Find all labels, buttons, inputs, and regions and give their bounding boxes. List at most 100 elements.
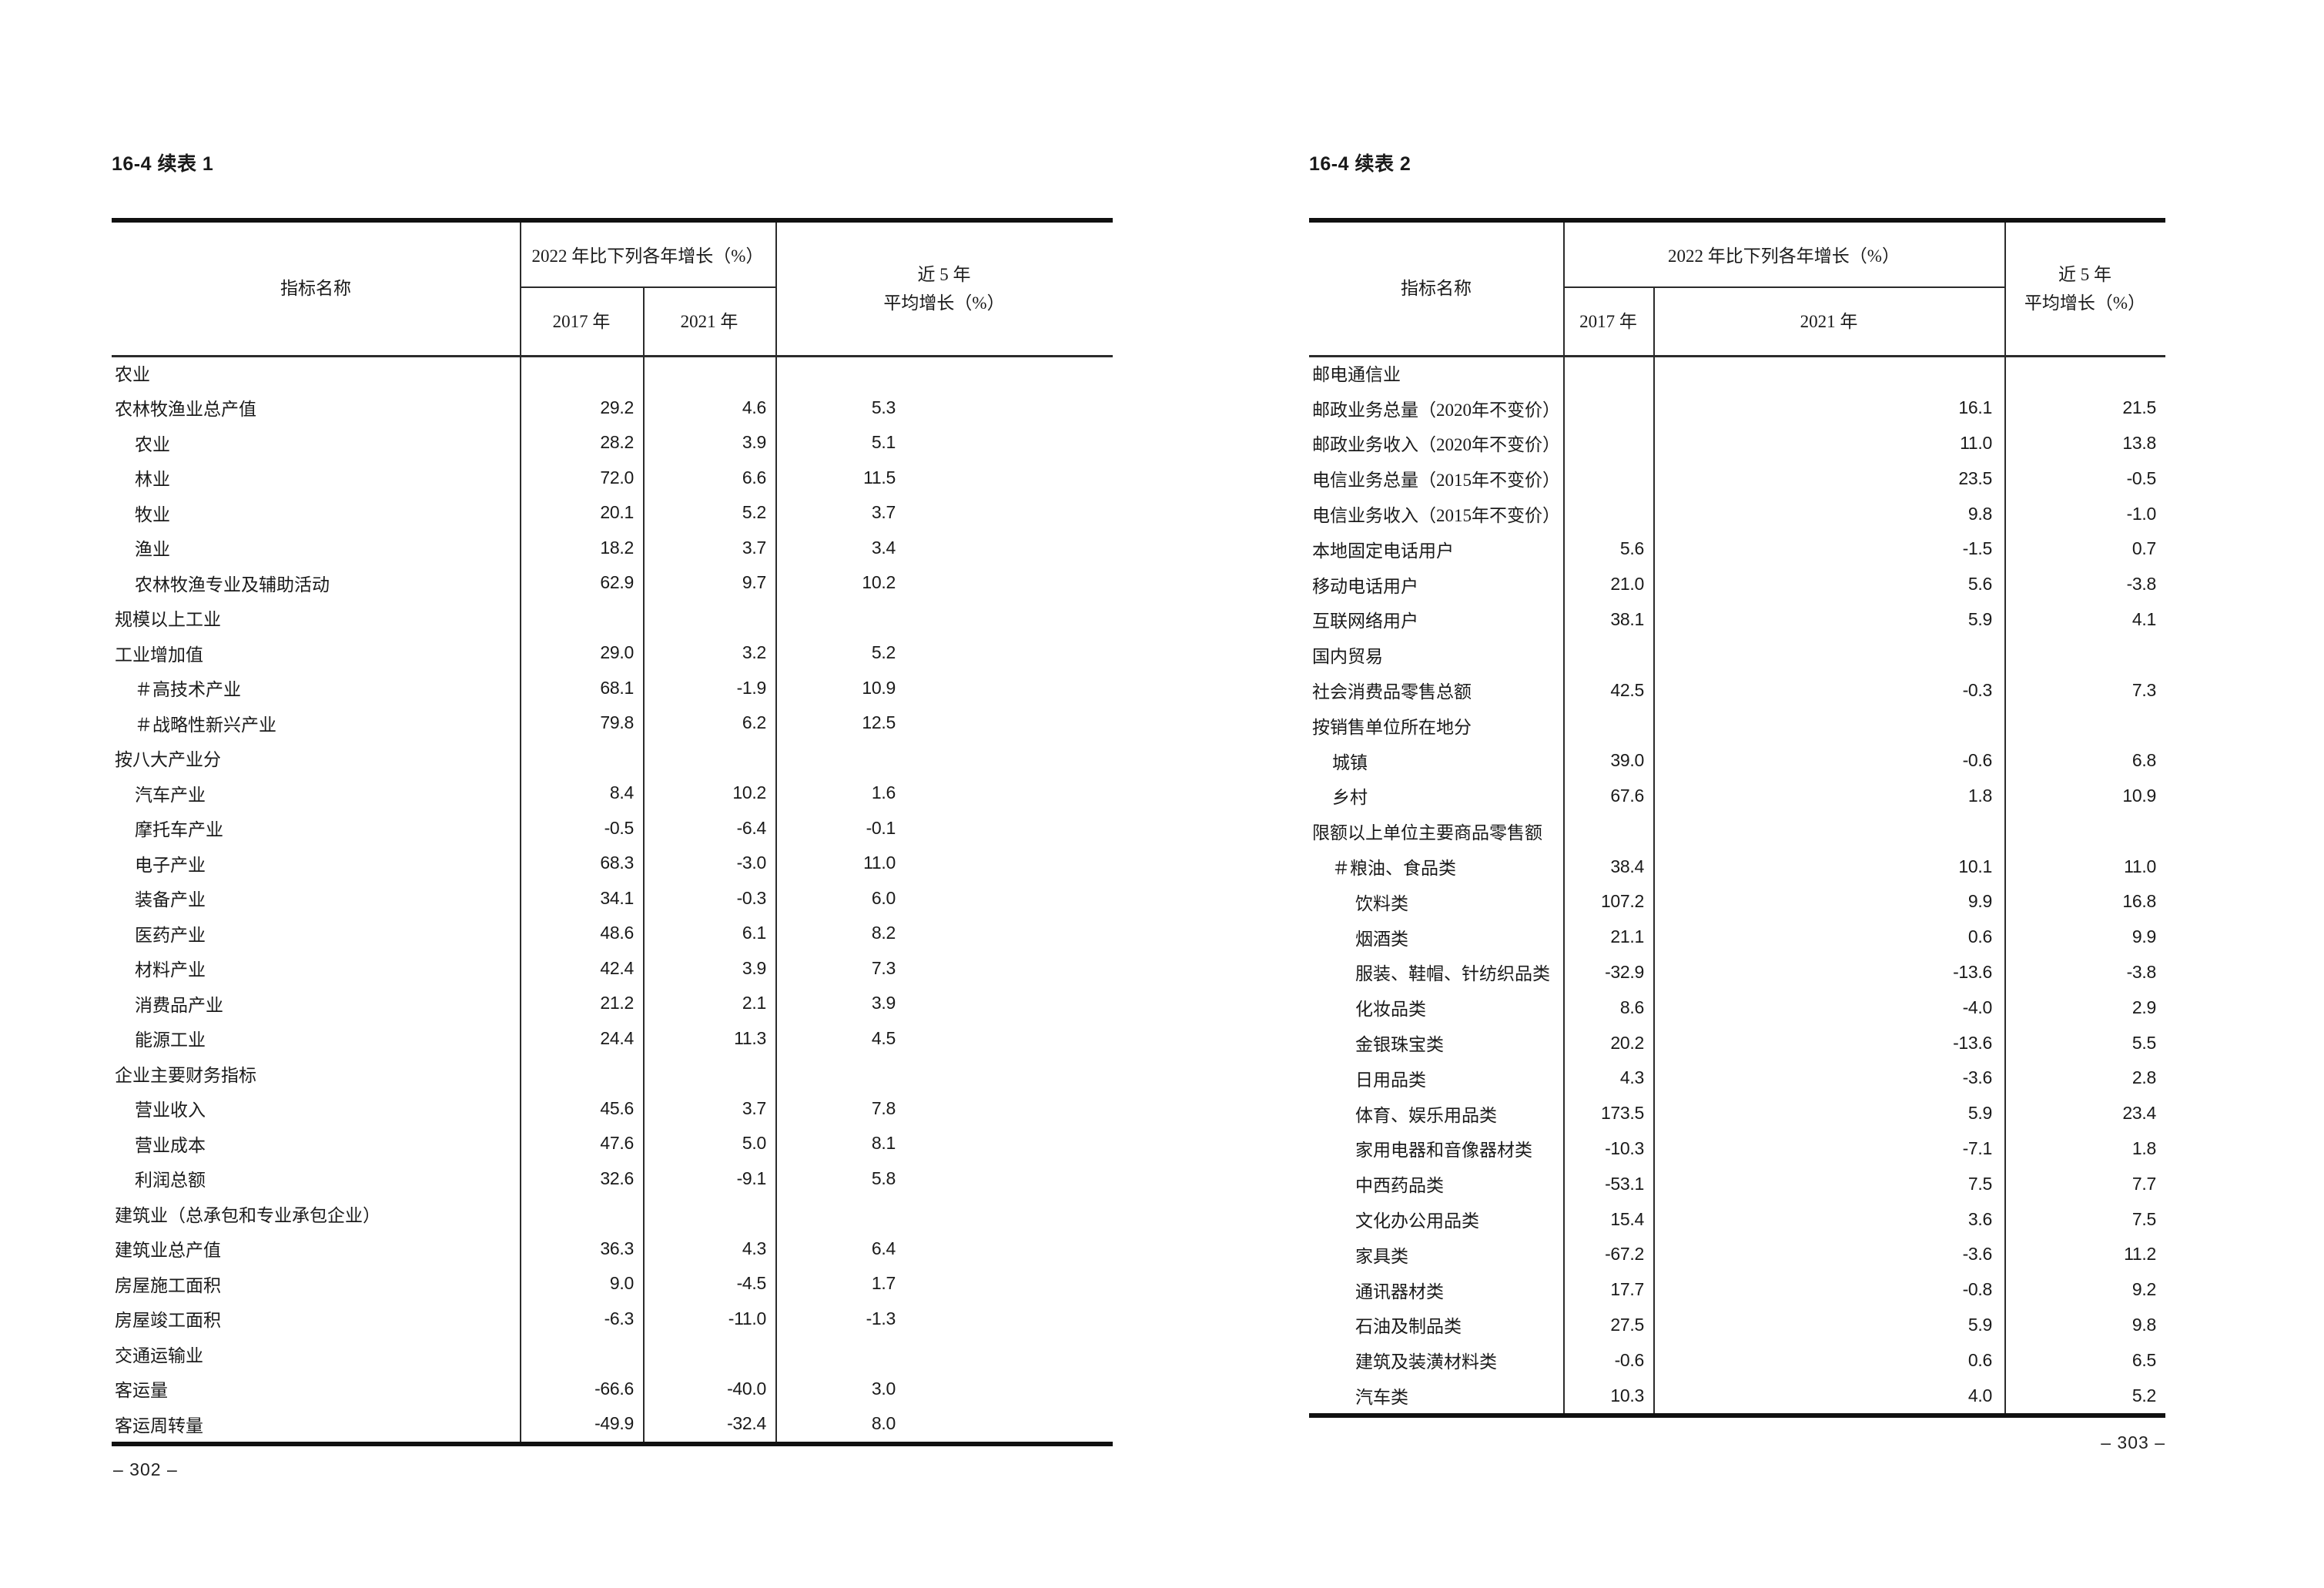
- value-2021: -3.6: [1962, 1067, 1993, 1088]
- value-avg5: [775, 1336, 1113, 1372]
- value-2017: 38.4: [1610, 856, 1644, 876]
- value-2021: 3.7: [742, 537, 766, 558]
- row-label: 农林牧渔专业及辅助活动: [135, 575, 330, 595]
- row-label: 乡村: [1332, 788, 1368, 808]
- table-row: 日用品类 4.3 -3.6 2.8: [1309, 1060, 2165, 1096]
- value-2021: 3.9: [742, 957, 766, 978]
- value-avg5: [775, 741, 1113, 776]
- value-2021: 16.1: [1958, 397, 1992, 418]
- value-2021: [643, 1056, 775, 1091]
- row-label: 服装、鞋帽、针纺织品类: [1355, 964, 1550, 984]
- value-2017: [1563, 355, 1653, 390]
- row-label: 石油及制品类: [1355, 1317, 1462, 1337]
- right-table-body: 邮电通信业 邮政业务总量（2020年不变价） 16.1 21.5 邮政业务收入（2020…: [1309, 355, 2165, 1413]
- value-2017: 21.0: [1610, 574, 1644, 595]
- value-2021: -7.1: [1962, 1137, 1993, 1158]
- value-2017: 20.2: [1610, 1032, 1644, 1053]
- table-row: 烟酒类 21.1 0.6 9.9: [1309, 920, 2165, 955]
- value-avg5: 3.9: [871, 993, 896, 1013]
- row-label: 烟酒类: [1355, 929, 1408, 949]
- value-2017: 32.6: [600, 1168, 634, 1188]
- value-2021: 9.7: [742, 572, 766, 593]
- value-2021: -3.6: [1962, 1244, 1993, 1265]
- left-table-name-divider: [520, 223, 521, 1442]
- left-header-avg5: 近 5 年 平均增长（%）: [775, 223, 1113, 355]
- left-header-growth-group: 2022 年比下列各年增长（%）: [531, 246, 764, 266]
- value-2021: -3.0: [736, 853, 767, 873]
- value-2017: [520, 1056, 643, 1091]
- value-2017: [1563, 390, 1653, 426]
- value-avg5: 5.2: [871, 642, 896, 663]
- table-row: 文化办公用品类 15.4 3.6 7.5: [1309, 1201, 2165, 1237]
- value-2021: 5.6: [1967, 574, 1992, 595]
- value-2017: 27.5: [1610, 1314, 1644, 1335]
- value-2017: -10.3: [1605, 1137, 1644, 1158]
- table-row: 房屋竣工面积 -6.3 -11.0 -1.3: [112, 1302, 1113, 1337]
- value-avg5: -3.8: [2126, 961, 2157, 982]
- table-row: 材料产业 42.4 3.9 7.3: [112, 951, 1113, 987]
- value-avg5: 6.5: [2131, 1349, 2156, 1370]
- value-2017: 48.6: [600, 923, 634, 943]
- value-2021: -40.0: [727, 1378, 766, 1399]
- row-label: 按八大产业分: [115, 750, 221, 770]
- right-table-avg-divider: [2004, 223, 2006, 1413]
- value-2017: -66.6: [594, 1378, 634, 1399]
- value-avg5: 11.0: [863, 853, 896, 873]
- value-2017: 8.6: [1619, 997, 1644, 1017]
- right-table-name-divider: [1563, 223, 1565, 1413]
- table-row: 工业增加值 29.0 3.2 5.2: [112, 635, 1113, 671]
- left-table-body: 农业 农林牧渔业总产值 29.2 4.6 5.3 农业 28.2 3.9 5.1 林业 72.0 6.…: [112, 355, 1113, 1442]
- right-header-growth-group: 2022 年比下列各年增长（%）: [1668, 246, 1900, 266]
- table-row: 建筑业（总承包和专业承包企业）: [112, 1196, 1113, 1231]
- right-table-header-rule: [1309, 355, 2165, 357]
- value-2021: -9.1: [736, 1168, 767, 1188]
- row-label: ＃高技术产业: [135, 680, 241, 700]
- row-label: 邮政业务总量（2020年不变价）: [1312, 400, 1560, 420]
- value-2021: 4.3: [742, 1238, 766, 1258]
- value-2017: 45.6: [600, 1097, 634, 1118]
- value-2017: 24.4: [600, 1027, 634, 1048]
- value-avg5: [775, 1196, 1113, 1231]
- value-2021: -0.3: [1962, 679, 1993, 700]
- value-2017: [1563, 637, 1653, 672]
- row-label: ＃粮油、食品类: [1332, 859, 1456, 879]
- value-avg5: 6.0: [871, 887, 896, 908]
- value-2017: [520, 355, 643, 390]
- value-2021: 5.9: [1967, 1314, 1992, 1335]
- left-header-2017: 2017 年: [552, 312, 611, 331]
- value-2021: 7.5: [1967, 1173, 1992, 1194]
- value-2021: 2.1: [742, 993, 766, 1013]
- value-2021: -0.8: [1962, 1279, 1993, 1300]
- value-2021: [643, 741, 775, 776]
- table-row: 体育、娱乐用品类 173.5 5.9 23.4: [1309, 1096, 2165, 1131]
- value-2021: -13.6: [1953, 961, 1992, 982]
- left-table-caption: 16-4 续表 1: [112, 153, 214, 175]
- row-label: 利润总额: [135, 1171, 206, 1191]
- value-2021: 6.6: [742, 467, 766, 487]
- row-label: 城镇: [1332, 752, 1368, 772]
- value-avg5: 9.2: [2131, 1279, 2156, 1300]
- table-row: 邮电通信业: [1309, 355, 2165, 390]
- value-avg5: [2004, 708, 2165, 743]
- value-2017: [1563, 496, 1653, 531]
- row-label: 邮政业务收入（2020年不变价）: [1312, 435, 1560, 455]
- table-row: 林业 72.0 6.6 11.5: [112, 461, 1113, 496]
- value-2017: [1563, 461, 1653, 496]
- value-2017: 15.4: [1610, 1208, 1644, 1229]
- row-label: 林业: [135, 470, 170, 490]
- value-2021: 6.1: [742, 923, 766, 943]
- row-label: 国内贸易: [1312, 647, 1383, 667]
- table-row: 摩托车产业 -0.5 -6.4 -0.1: [112, 811, 1113, 846]
- right-header-2021: 2021 年: [1800, 312, 1858, 331]
- value-2021: -4.5: [736, 1273, 767, 1294]
- row-label: 房屋竣工面积: [115, 1311, 221, 1331]
- table-row: ＃粮油、食品类 38.4 10.1 11.0: [1309, 849, 2165, 884]
- value-2021: 4.0: [1967, 1385, 1992, 1405]
- value-2021: 3.7: [742, 1097, 766, 1118]
- table-row: 建筑业总产值 36.3 4.3 6.4: [112, 1231, 1113, 1267]
- value-avg5: 2.9: [2131, 997, 2156, 1017]
- row-label: 日用品类: [1355, 1070, 1426, 1090]
- table-row: 按八大产业分: [112, 741, 1113, 776]
- table-row: 房屋施工面积 9.0 -4.5 1.7: [112, 1266, 1113, 1302]
